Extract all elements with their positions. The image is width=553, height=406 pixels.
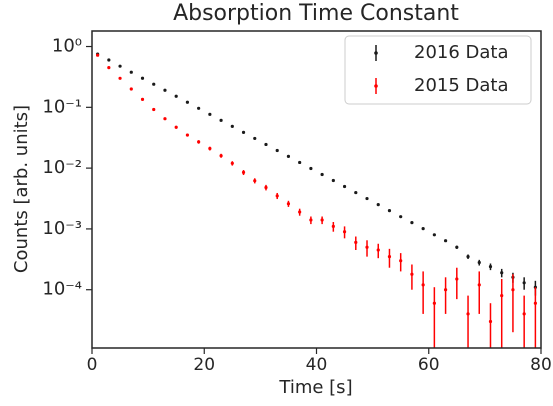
x-tick-label: 20 (193, 355, 215, 375)
x-axis-label: Time [s] (278, 377, 352, 398)
legend-label: 2016 Data (414, 42, 509, 63)
data-point (522, 281, 526, 285)
data-point (129, 70, 133, 74)
x-tick-label: 80 (530, 355, 552, 375)
data-point (399, 259, 403, 263)
data-point (443, 239, 448, 243)
data-point (309, 218, 313, 222)
data-point (421, 227, 425, 231)
data-point (264, 142, 268, 147)
data-point (174, 94, 178, 98)
data-point (241, 170, 246, 175)
data-point (219, 154, 223, 158)
x-tick-label: 0 (87, 355, 98, 375)
data-point (152, 107, 156, 112)
data-point (152, 82, 156, 86)
data-point (118, 64, 122, 68)
data-point (219, 118, 223, 122)
data-point (410, 272, 414, 276)
data-point (376, 203, 380, 207)
data-point (365, 245, 369, 249)
data-point (410, 221, 414, 225)
data-point (432, 301, 436, 305)
data-point (354, 240, 358, 245)
data-point (129, 87, 133, 91)
data-point (455, 245, 459, 249)
data-point (197, 106, 201, 110)
data-point (309, 166, 313, 171)
legend-label: 2015 Data (414, 75, 509, 96)
y-tick-label: 10⁻³ (42, 218, 82, 239)
data-point (208, 146, 212, 151)
data-point (275, 148, 279, 153)
data-point (140, 76, 145, 80)
data-point (230, 124, 234, 128)
data-point (320, 172, 324, 177)
data-point (421, 283, 425, 287)
plot-area (96, 52, 537, 348)
data-point (185, 100, 190, 104)
data-point (253, 136, 257, 141)
data-point (208, 112, 212, 116)
legend-symbol (374, 51, 378, 55)
data-point (488, 319, 493, 324)
data-point (455, 277, 459, 281)
data-point (477, 283, 481, 287)
data-point (500, 294, 504, 298)
data-point (264, 185, 268, 190)
data-point (298, 160, 302, 165)
data-point (365, 196, 369, 201)
data-point (140, 97, 145, 101)
data-point (197, 140, 201, 144)
data-point (443, 288, 448, 292)
data-point (253, 179, 257, 183)
y-tick-label: 10⁻² (42, 157, 82, 178)
data-point (376, 248, 380, 252)
data-point (432, 233, 436, 237)
legend-symbol (374, 84, 378, 88)
y-axis-label: Counts [arb. units] (11, 105, 32, 273)
y-tick-label: 10⁰ (52, 36, 82, 57)
data-point (488, 265, 493, 269)
x-tick-label: 40 (306, 355, 328, 375)
x-tick-label: 60 (418, 355, 440, 375)
data-point (107, 58, 111, 62)
data-point (477, 260, 481, 265)
data-point (466, 312, 470, 316)
data-point (342, 184, 347, 189)
data-point (522, 312, 526, 316)
data-point (533, 301, 537, 305)
data-point (331, 224, 335, 229)
data-point (174, 125, 178, 129)
data-point (298, 210, 302, 214)
legend (344, 35, 532, 105)
data-point (286, 202, 291, 206)
data-point (387, 209, 392, 213)
y-tick-label: 10⁻¹ (42, 96, 82, 117)
data-point (163, 117, 167, 121)
data-point (275, 194, 279, 198)
data-point (118, 76, 122, 80)
data-point (320, 218, 324, 222)
data-point (185, 133, 190, 137)
data-point (387, 255, 392, 259)
data-point (96, 53, 100, 57)
y-tick-label: 10⁻⁴ (42, 279, 82, 300)
data-point (399, 215, 403, 219)
data-point (107, 66, 111, 70)
data-point (466, 255, 470, 259)
data-point (230, 161, 234, 165)
data-point (354, 190, 358, 195)
data-point (500, 271, 504, 275)
data-point (241, 130, 246, 134)
data-point (342, 230, 347, 234)
data-point (163, 88, 167, 92)
chart-title: Absorption Time Constant (173, 1, 459, 26)
data-point (286, 154, 291, 158)
data-point (511, 288, 515, 292)
data-point (331, 178, 335, 183)
